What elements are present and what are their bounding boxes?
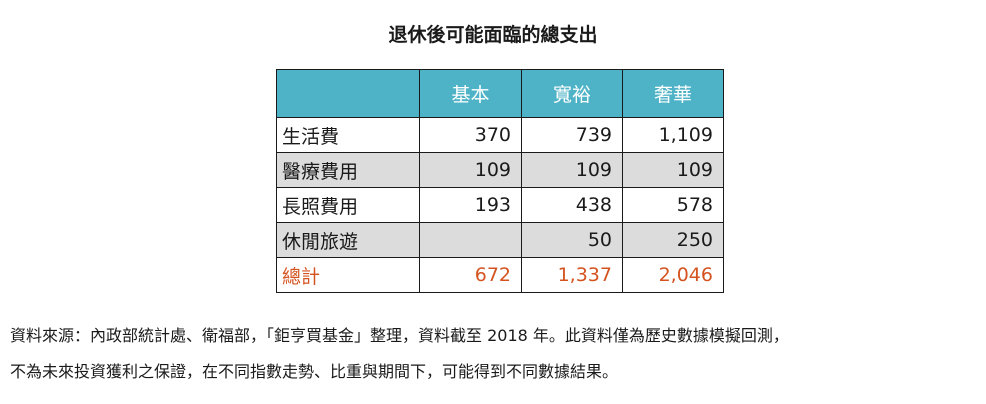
table-row-medical: 醫療費用 109 109 109 xyxy=(276,152,724,188)
cell-value: 438 xyxy=(521,187,623,223)
header-row: 基本 寬裕 奢華 xyxy=(276,69,724,118)
header-corner-cell xyxy=(276,69,420,118)
table-row-total: 總計 672 1,337 2,046 xyxy=(276,257,724,293)
source-note-line-2: 不為未來投資獲利之保證，在不同指數走勢、比重與期間下，可能得到不同數據結果。 xyxy=(10,362,619,381)
cell-value: 50 xyxy=(521,222,623,258)
cell-value: 1,109 xyxy=(622,117,724,153)
cell-value: 109 xyxy=(521,152,623,188)
cell-value: 739 xyxy=(521,117,623,153)
total-value: 672 xyxy=(419,257,522,293)
table-row-leisure-travel: 休閒旅遊 50 250 xyxy=(276,222,724,258)
total-value: 2,046 xyxy=(622,257,724,293)
table-row-long-term-care: 長照費用 193 438 578 xyxy=(276,187,724,223)
total-value: 1,337 xyxy=(521,257,623,293)
cell-value: 109 xyxy=(419,152,522,188)
total-label: 總計 xyxy=(276,257,420,293)
expense-table: 基本 寬裕 奢華 生活費 370 739 1,109 醫療費用 109 109 … xyxy=(276,69,724,293)
row-label: 長照費用 xyxy=(276,187,420,223)
chart-title: 退休後可能面臨的總支出 xyxy=(388,24,598,46)
column-header-comfortable: 寬裕 xyxy=(521,69,623,118)
cell-value: 250 xyxy=(622,222,724,258)
cell-value: 109 xyxy=(622,152,724,188)
column-header-luxury: 奢華 xyxy=(622,69,724,118)
cell-value xyxy=(419,222,522,258)
cell-value: 370 xyxy=(419,117,522,153)
cell-value: 578 xyxy=(622,187,724,223)
row-label: 休閒旅遊 xyxy=(276,222,420,258)
column-header-basic: 基本 xyxy=(419,69,522,118)
source-note-line-1: 資料來源：內政部統計處、衛福部，「鉅亨買基金」整理，資料截至 2018 年。此資… xyxy=(10,326,789,345)
cell-value: 193 xyxy=(419,187,522,223)
row-label: 生活費 xyxy=(276,117,420,153)
table-row-living: 生活費 370 739 1,109 xyxy=(276,117,724,153)
row-label: 醫療費用 xyxy=(276,152,420,188)
